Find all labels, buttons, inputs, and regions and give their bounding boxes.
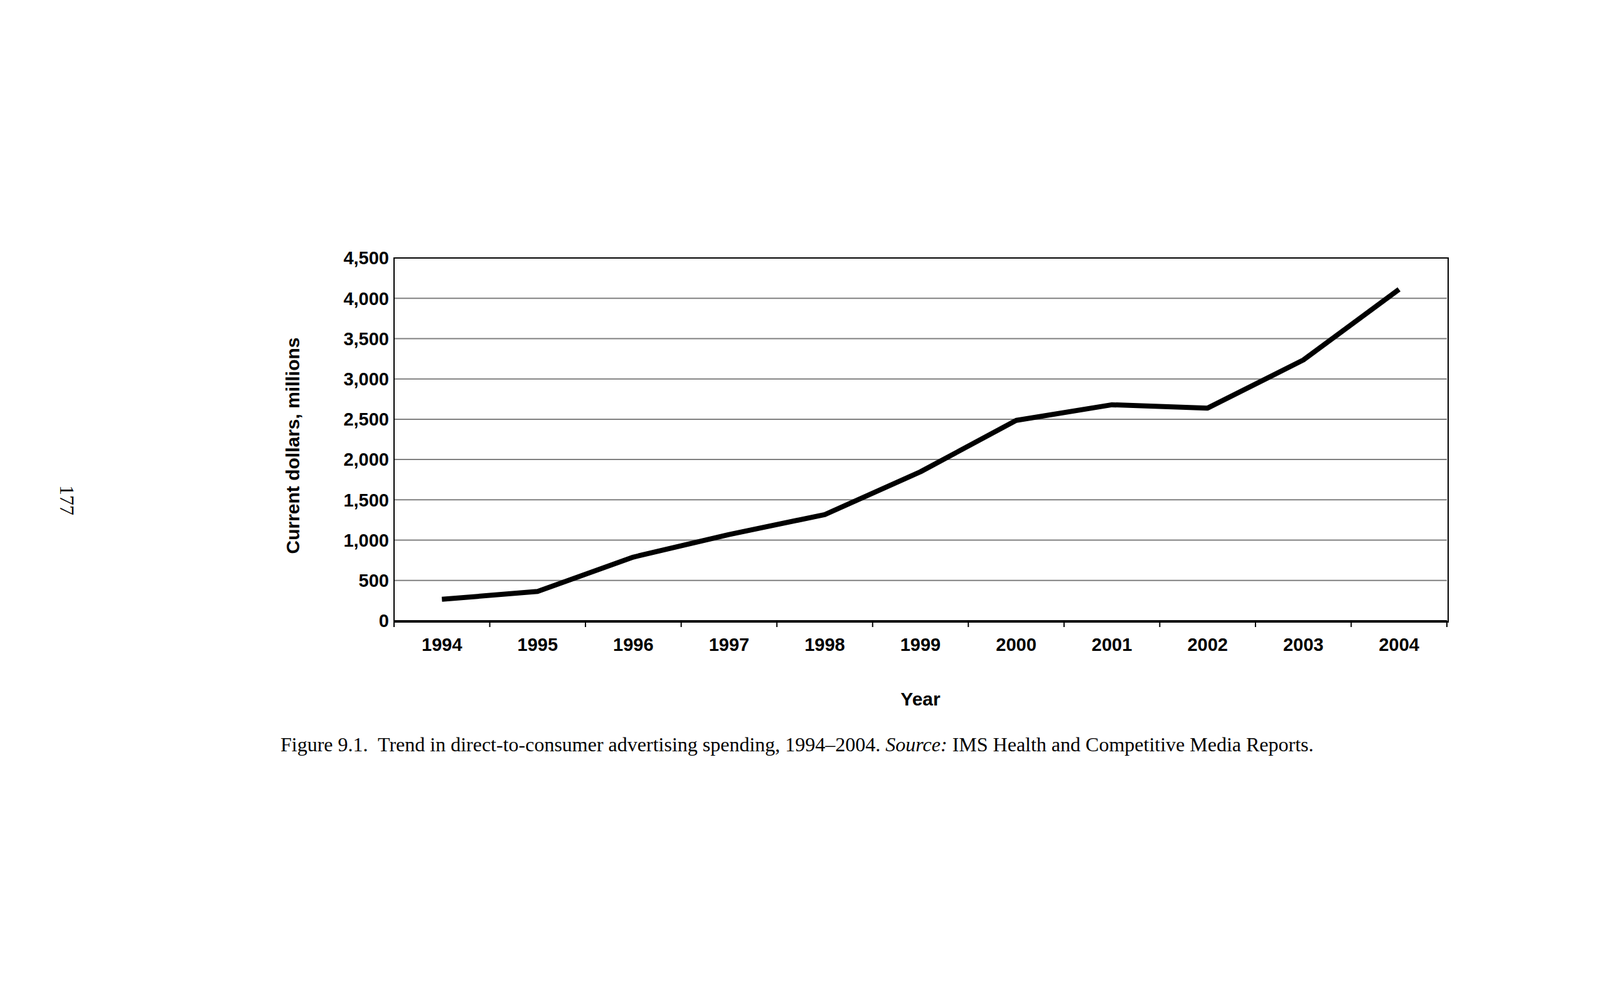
svg-text:4,000: 4,000 (343, 288, 390, 309)
svg-text:1999: 1999 (900, 634, 942, 655)
html-text:Current dollars, millions: Current dollars, millions (282, 337, 304, 554)
html-text:Year: Year (900, 688, 941, 710)
svg-text:1996: 1996 (613, 634, 654, 655)
svg-text:2000: 2000 (995, 634, 1037, 655)
svg-text:2003: 2003 (1283, 634, 1324, 655)
svg-text:1997: 1997 (709, 634, 750, 655)
svg-text:3,500: 3,500 (343, 328, 390, 349)
svg-text:1,000: 1,000 (343, 530, 390, 551)
svg-text:1,500: 1,500 (343, 490, 390, 511)
svg-text:4,500: 4,500 (343, 247, 390, 268)
svg-text:2,500: 2,500 (343, 409, 390, 430)
svg-text:1998: 1998 (804, 634, 846, 655)
svg-text:2004: 2004 (1378, 634, 1420, 655)
svg-text:0: 0 (378, 610, 390, 631)
svg-text:2002: 2002 (1187, 634, 1228, 655)
svg-text:1995: 1995 (517, 634, 559, 655)
svg-text:1994: 1994 (421, 634, 463, 655)
html-text:Figure 9.1. Trend in direct-to: Figure 9.1. Trend in direct-to-consumer … (280, 732, 1314, 756)
svg-text:2,000: 2,000 (343, 449, 390, 470)
html-text:177: 177 (55, 485, 79, 516)
svg-text:3,000: 3,000 (343, 368, 390, 390)
svg-text:500: 500 (358, 570, 390, 591)
svg-text:2001: 2001 (1091, 634, 1133, 655)
